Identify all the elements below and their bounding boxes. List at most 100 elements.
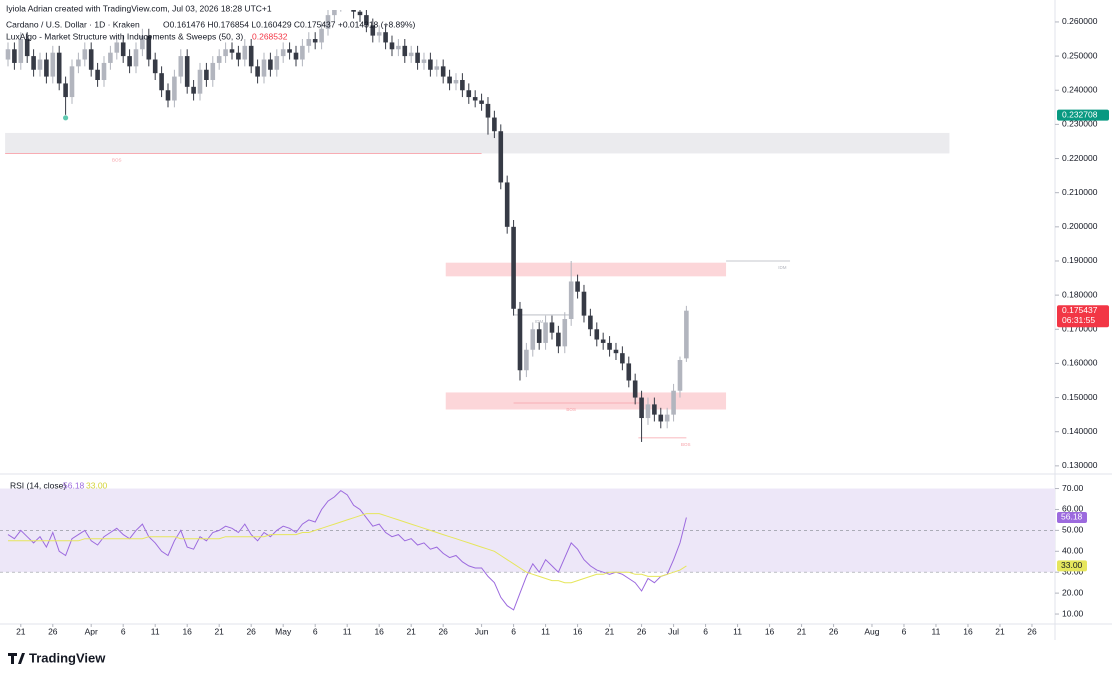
candle-body bbox=[293, 52, 299, 60]
rsi-legend-value: 56.18 bbox=[63, 480, 85, 490]
candle-body bbox=[626, 363, 632, 381]
candle-body bbox=[31, 56, 36, 70]
candle-body bbox=[101, 62, 107, 80]
candle-body bbox=[18, 39, 24, 63]
y-tick-label: 0.170000 bbox=[1062, 324, 1098, 334]
candle-body bbox=[664, 414, 670, 422]
candle-body bbox=[479, 100, 484, 104]
candle-body bbox=[88, 49, 94, 70]
structure-label: BOS bbox=[112, 158, 122, 163]
candle-body bbox=[5, 49, 11, 60]
y-tick-label: 30.00 bbox=[1062, 566, 1084, 576]
candle-body bbox=[421, 59, 427, 63]
rsi-ma-line bbox=[8, 513, 687, 584]
candle-body bbox=[287, 49, 292, 53]
candle-body bbox=[568, 281, 574, 320]
candle-body bbox=[466, 90, 472, 98]
rsi-ma-legend-value: 33.00 bbox=[86, 480, 108, 490]
candle-body bbox=[575, 281, 580, 292]
candle-body bbox=[178, 56, 184, 77]
x-tick-label: 21 bbox=[214, 626, 224, 636]
candle-body bbox=[600, 339, 606, 343]
x-tick-label: 26 bbox=[48, 626, 58, 636]
candle-body bbox=[498, 131, 504, 183]
candle-body bbox=[620, 353, 625, 364]
candle-body bbox=[108, 52, 113, 63]
x-tick-label: 11 bbox=[541, 626, 550, 636]
candle-body bbox=[37, 59, 43, 70]
candle-body bbox=[300, 45, 305, 60]
candle-body bbox=[306, 39, 312, 46]
candle-body bbox=[415, 52, 420, 63]
ohlc: O0.161476 H0.176854 L0.160429 C0.175437 … bbox=[163, 19, 416, 29]
candle-body bbox=[114, 42, 120, 53]
candle-body bbox=[216, 56, 222, 63]
x-tick-label: 6 bbox=[511, 626, 516, 636]
candle-body bbox=[364, 15, 369, 26]
zone bbox=[5, 132, 950, 154]
x-tick-label: 26 bbox=[829, 626, 839, 636]
candle-body bbox=[408, 52, 414, 57]
rsi-line bbox=[7, 489, 687, 611]
candle-body bbox=[63, 83, 68, 98]
candle-body bbox=[511, 226, 516, 309]
x-tick-label: 11 bbox=[733, 626, 742, 636]
candle-body bbox=[76, 59, 81, 67]
y-tick-label: 0.160000 bbox=[1062, 358, 1098, 368]
candle-body bbox=[684, 310, 689, 359]
x-tick-label: 21 bbox=[995, 626, 1005, 636]
candle-body bbox=[632, 380, 638, 398]
y-tick-label: 0.260000 bbox=[1062, 16, 1098, 26]
x-tick-label: 16 bbox=[963, 626, 973, 636]
candle-body bbox=[24, 39, 30, 57]
y-tick-label: 0.180000 bbox=[1062, 289, 1098, 299]
candle-body bbox=[581, 291, 587, 316]
structure-label: IDM bbox=[535, 319, 544, 324]
rsi-badge-label: 33.00 bbox=[1061, 560, 1083, 570]
candle-body bbox=[229, 49, 235, 53]
candle-body bbox=[191, 86, 196, 94]
candle-body bbox=[248, 45, 254, 67]
candle-body bbox=[120, 42, 126, 57]
x-tick-label: 21 bbox=[16, 626, 26, 636]
x-tick-label: 21 bbox=[406, 626, 416, 636]
candle-body bbox=[204, 69, 209, 80]
rsi-badge-label: 56.18 bbox=[1061, 512, 1083, 522]
candle-body bbox=[351, 10, 356, 12]
candle-body bbox=[517, 308, 523, 371]
price-pane: BOS IDM IDM BOS BOS bbox=[5, 10, 950, 447]
candle-body bbox=[504, 182, 510, 227]
candle-body bbox=[50, 52, 56, 77]
x-tick-label: 11 bbox=[932, 626, 941, 636]
x-tick-label: 6 bbox=[703, 626, 708, 636]
candle-body bbox=[312, 39, 318, 43]
indicator-value: 0.268532 bbox=[252, 31, 288, 41]
candle-body bbox=[376, 32, 382, 36]
y-tick-label: 0.220000 bbox=[1062, 153, 1098, 163]
candle-body bbox=[613, 349, 619, 354]
y-tick-label: 0.190000 bbox=[1062, 255, 1098, 265]
candle-body bbox=[319, 28, 324, 43]
price-badge-countdown: 06:31:55 bbox=[1062, 315, 1095, 325]
y-tick-label: 50.00 bbox=[1062, 525, 1084, 535]
candle-body bbox=[165, 90, 171, 101]
x-tick-label: 11 bbox=[343, 626, 352, 636]
candle-body bbox=[472, 97, 478, 101]
zone bbox=[445, 392, 727, 410]
logo: TradingView bbox=[8, 650, 106, 665]
overlay: 0.130000 0.140000 0.150000 0.160000 0.170000… bbox=[16, 16, 1109, 636]
candle-body bbox=[645, 404, 651, 419]
candle-body bbox=[607, 342, 612, 350]
x-tick-label: May bbox=[275, 626, 292, 636]
x-tick-label: Jul bbox=[668, 626, 679, 636]
candle-body bbox=[95, 69, 100, 80]
candle-body bbox=[159, 73, 164, 91]
y-tick-label: 0.230000 bbox=[1062, 119, 1098, 129]
candle-body bbox=[536, 329, 542, 343]
y-tick-label: 40.00 bbox=[1062, 546, 1084, 556]
candle-body bbox=[146, 35, 152, 60]
candle-body bbox=[652, 404, 657, 415]
x-tick-label: 26 bbox=[438, 626, 448, 636]
candle-body bbox=[140, 35, 145, 50]
